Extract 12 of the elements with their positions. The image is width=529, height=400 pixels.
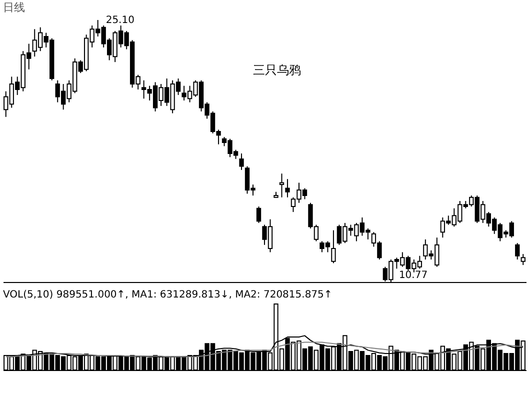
candlestick [239,152,244,170]
candlestick [515,242,520,260]
annotation: 10.77 [398,270,428,281]
annotation: 三只乌鸦 [253,63,301,77]
candlestick [520,254,526,266]
text: VOL(5,10) 989551.000↑, MA1: 631289.813↓, MA2: 720815.875↑ [3,290,332,300]
annotation: 25.10 [106,15,134,26]
candlestick [256,206,262,224]
chart-title: 日线 [3,1,25,14]
candlestick [279,173,284,198]
candlestick [285,178,290,198]
candlestick [331,230,336,264]
